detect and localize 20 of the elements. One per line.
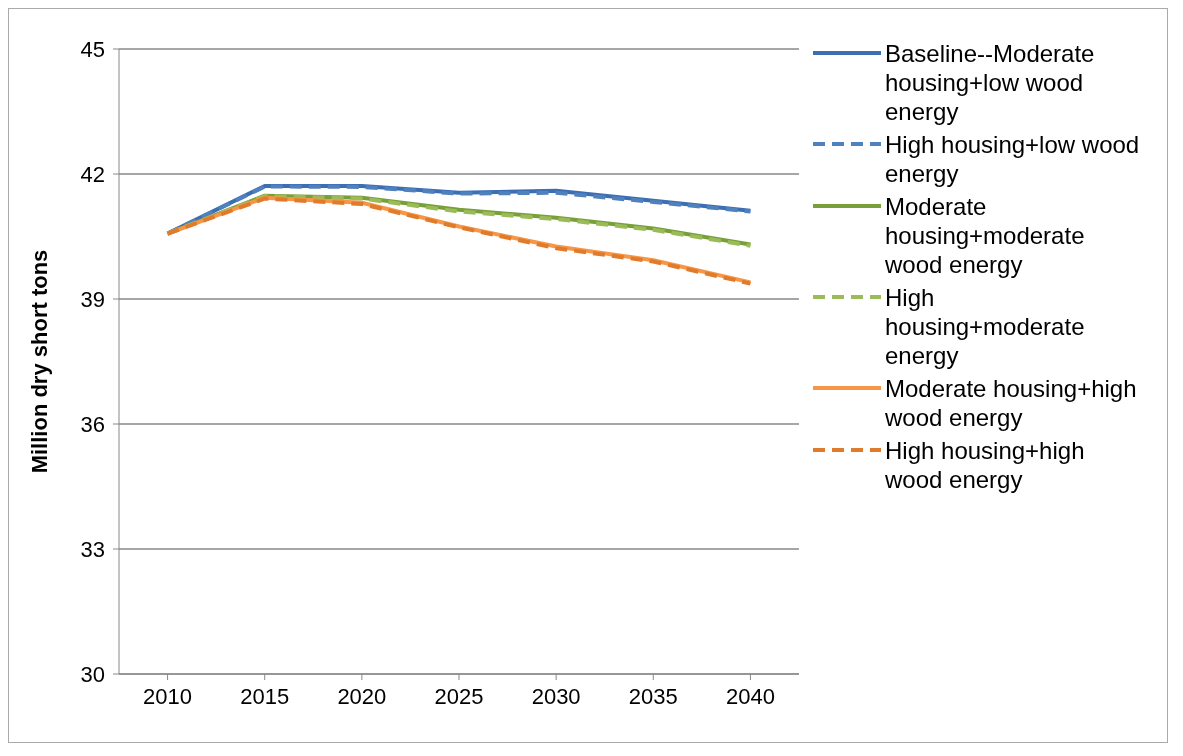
y-tick-label: 42 [80, 161, 105, 187]
x-tick-label: 2035 [628, 683, 678, 709]
x-tick-label: 2040 [725, 683, 775, 709]
y-axis-title: Million dry short tons [26, 249, 52, 474]
legend-label: Moderate housing+moderate wood energy [885, 192, 1086, 279]
x-tick-label: 2015 [240, 683, 290, 709]
x-tick-label: 2030 [531, 683, 581, 709]
y-tick-label: 36 [80, 411, 105, 437]
y-tick-label: 45 [80, 36, 105, 62]
y-tick-label: 33 [80, 536, 105, 562]
legend-label: High housing+high wood energy [885, 436, 1086, 494]
legend-label: High housing+low wood energy [885, 130, 1140, 188]
x-tick-label: 2025 [434, 683, 484, 709]
legend-label: High housing+moderate energy [885, 283, 1086, 370]
legend-label: Baseline--Moderate housing+low wood energy [885, 39, 1096, 126]
y-tick-label: 30 [80, 661, 105, 687]
legend-label: Moderate housing+high wood energy [885, 374, 1138, 432]
x-tick-label: 2010 [143, 683, 193, 709]
y-tick-label: 39 [80, 286, 105, 312]
x-tick-label: 2020 [337, 683, 387, 709]
